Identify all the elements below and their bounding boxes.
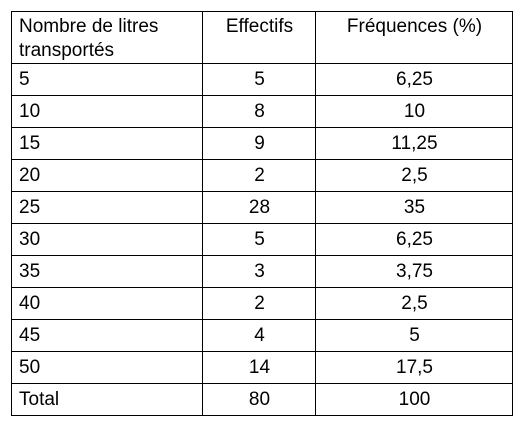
cell-liters: 30 — [11, 223, 203, 256]
table-body: 5 5 6,25 10 8 10 15 9 11,25 20 2 2,5 25 28 35 30 5 6,25 35… — [11, 63, 513, 416]
cell-liters: 45 — [11, 319, 203, 352]
cell-effectifs: 9 — [202, 127, 316, 160]
cell-effectifs: 2 — [202, 287, 316, 320]
cell-frequences: 35 — [315, 191, 513, 224]
cell-liters: Total — [11, 383, 203, 416]
cell-liters: 50 — [11, 351, 203, 384]
table-row: 5 5 6,25 — [11, 63, 513, 96]
header-row: Nombre de litres transportés Effectifs F… — [11, 11, 513, 64]
table-row: 45 4 5 — [11, 319, 513, 352]
header-frequences: Fréquences (%) — [315, 11, 513, 64]
cell-effectifs: 5 — [202, 223, 316, 256]
cell-frequences: 3,75 — [315, 255, 513, 288]
frequency-table: Nombre de litres transportés Effectifs F… — [11, 11, 513, 416]
table-row: 25 28 35 — [11, 191, 513, 224]
table-row: 20 2 2,5 — [11, 159, 513, 192]
cell-liters: 10 — [11, 95, 203, 128]
cell-frequences: 2,5 — [315, 159, 513, 192]
cell-frequences: 11,25 — [315, 127, 513, 160]
cell-liters: 15 — [11, 127, 203, 160]
cell-frequences: 2,5 — [315, 287, 513, 320]
table-row: 50 14 17,5 — [11, 351, 513, 384]
cell-liters: 25 — [11, 191, 203, 224]
cell-frequences: 5 — [315, 319, 513, 352]
cell-frequences: 17,5 — [315, 351, 513, 384]
table-row: 35 3 3,75 — [11, 255, 513, 288]
cell-effectifs: 5 — [202, 63, 316, 96]
table-row: 30 5 6,25 — [11, 223, 513, 256]
cell-effectifs: 3 — [202, 255, 316, 288]
cell-liters: 35 — [11, 255, 203, 288]
cell-effectifs: 2 — [202, 159, 316, 192]
cell-effectifs: 8 — [202, 95, 316, 128]
header-liters: Nombre de litres transportés — [11, 11, 203, 64]
cell-liters: 5 — [11, 63, 203, 96]
cell-frequences: 6,25 — [315, 63, 513, 96]
cell-effectifs: 4 — [202, 319, 316, 352]
table-row: 15 9 11,25 — [11, 127, 513, 160]
cell-frequences: 10 — [315, 95, 513, 128]
cell-liters: 20 — [11, 159, 203, 192]
total-row: Total 80 100 — [11, 383, 513, 416]
cell-effectifs: 80 — [202, 383, 316, 416]
cell-effectifs: 28 — [202, 191, 316, 224]
table-row: 10 8 10 — [11, 95, 513, 128]
table-row: 40 2 2,5 — [11, 287, 513, 320]
cell-frequences: 6,25 — [315, 223, 513, 256]
header-effectifs: Effectifs — [202, 11, 316, 64]
cell-effectifs: 14 — [202, 351, 316, 384]
cell-frequences: 100 — [315, 383, 513, 416]
cell-liters: 40 — [11, 287, 203, 320]
